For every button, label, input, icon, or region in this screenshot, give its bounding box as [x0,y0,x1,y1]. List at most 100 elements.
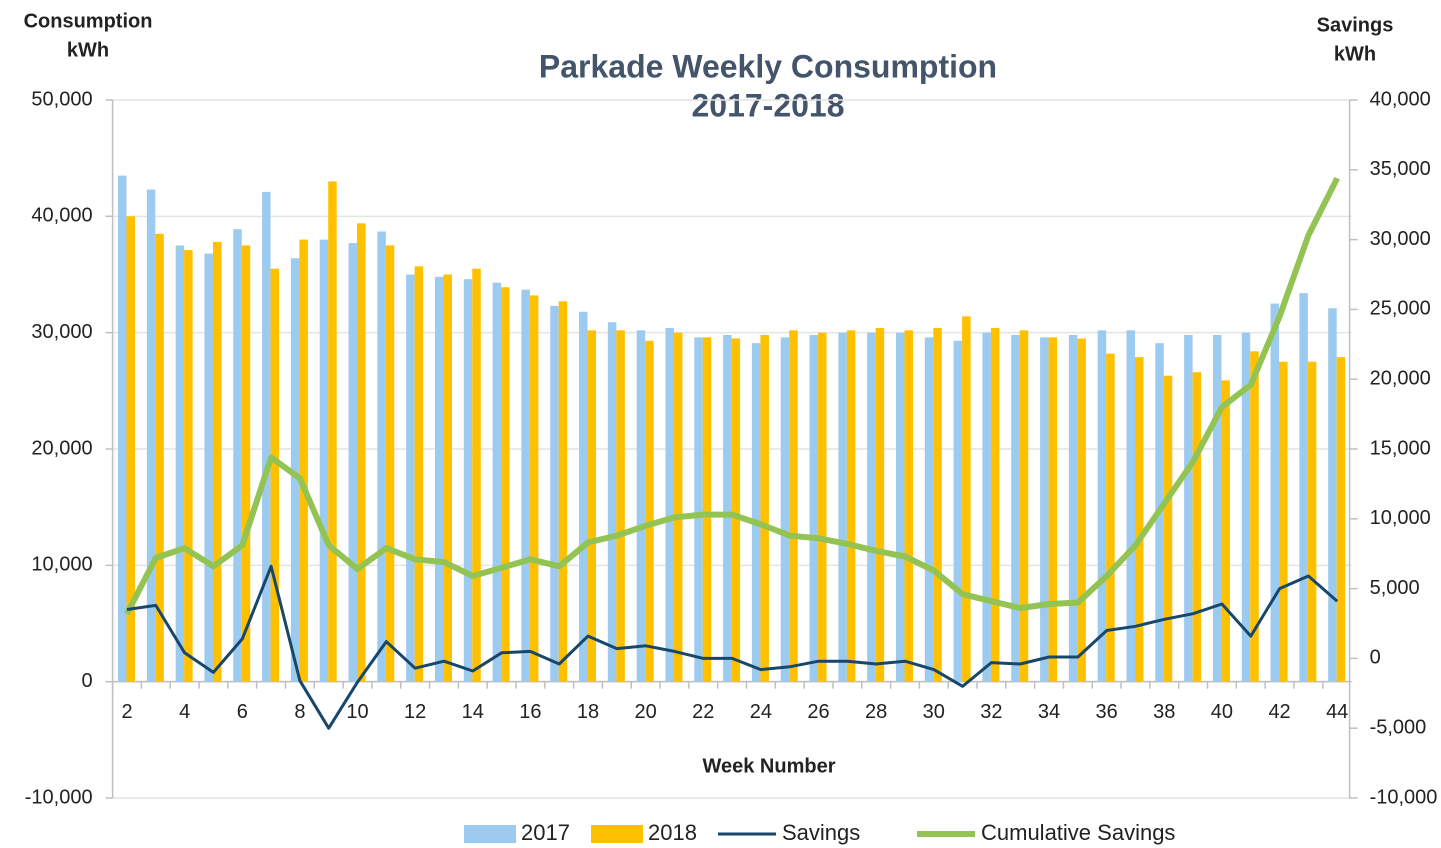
bar [204,253,213,682]
bar [348,243,358,682]
y2-tick-label: 25,000 [1370,298,1431,320]
x-tick-label: 40 [1211,701,1233,723]
y2-tick-label: 40,000 [1370,88,1431,110]
x-tick-label: 44 [1326,701,1348,723]
y2-axis-title: Savings [1317,14,1394,36]
bar [665,328,674,682]
bar [529,295,539,682]
chart-title: Parkade Weekly Consumption [539,48,997,84]
bar [990,328,1000,682]
bar [241,245,251,682]
bar [875,328,885,682]
y2-tick-label: 30,000 [1370,228,1431,250]
bar [760,334,769,682]
line [126,564,1339,730]
bar [673,332,683,682]
bar [1163,375,1173,682]
bar [463,279,473,682]
legend-label: 2018 [648,820,697,845]
bar [385,245,395,682]
bar [1192,372,1202,682]
bar [723,334,732,682]
x-tick-label: 34 [1038,701,1060,723]
bar [492,282,502,682]
y2-tick-label: 35,000 [1370,158,1431,180]
bar [982,332,991,682]
bar [1184,334,1193,682]
bar [126,216,136,682]
bar [809,334,819,682]
bar [1279,361,1288,682]
bar [587,330,597,682]
bar [175,245,185,682]
x-tick-label: 2 [121,701,132,723]
y-tick-label: 10,000 [31,554,92,576]
bar [838,332,847,682]
bar [501,287,510,682]
line [124,176,1340,616]
x-tick-label: 36 [1096,701,1118,723]
legend-swatch [591,825,643,843]
bar [146,189,156,682]
x-tick-label: 20 [635,701,657,723]
y-tick-label: 50,000 [31,88,92,110]
y-axis-title: kWh [67,39,109,61]
bar [1077,338,1086,682]
bar [262,191,271,682]
bar [789,330,798,682]
bar [1212,334,1222,682]
bar [558,301,568,682]
x-tick-label: 4 [179,701,190,723]
y2-tick-label: 0 [1370,647,1381,669]
bar [1307,361,1317,682]
bar [184,250,193,682]
legend-label: Savings [782,820,860,845]
bar [780,337,790,682]
y2-tick-label: 20,000 [1370,367,1431,389]
y2-axis-title: kWh [1334,43,1376,65]
bar [434,276,444,682]
legend-swatch [464,825,516,843]
bar [414,266,424,682]
x-tick-label: 14 [462,701,484,723]
bar [904,330,913,682]
x-tick-label: 32 [980,701,1002,723]
bar [616,330,625,682]
bar [933,328,942,682]
bar [607,322,617,682]
bar [290,258,300,682]
bar [895,332,905,682]
y2-tick-label: -5,000 [1370,716,1427,738]
x-tick-label: 30 [923,701,945,723]
y2-tick-label: 5,000 [1370,577,1420,599]
bar [1134,357,1144,682]
bar [233,229,242,682]
bar [694,337,703,682]
bar [1241,332,1251,682]
y-tick-label: 40,000 [31,205,92,227]
x-tick-label: 12 [404,701,426,723]
x-tick-label: 18 [577,701,599,723]
x-tick-label: 6 [237,701,248,723]
x-tick-label: 26 [807,701,829,723]
bar [579,311,588,682]
bar [1126,330,1135,682]
bar [636,330,646,682]
bar [1336,357,1346,682]
legend-label: Cumulative Savings [981,820,1175,845]
bar [299,239,308,682]
y-tick-label: 20,000 [31,437,92,459]
x-tick-label: 28 [865,701,887,723]
y2-tick-label: 10,000 [1370,507,1431,529]
bar [155,233,164,682]
bar [377,231,386,682]
bar [953,340,963,682]
bar [1250,351,1259,682]
bar [731,338,741,682]
bar [212,241,222,682]
bar [1299,293,1308,682]
bar [702,337,712,682]
x-tick-label: 10 [346,701,368,723]
y2-tick-label: -10,000 [1370,786,1438,808]
